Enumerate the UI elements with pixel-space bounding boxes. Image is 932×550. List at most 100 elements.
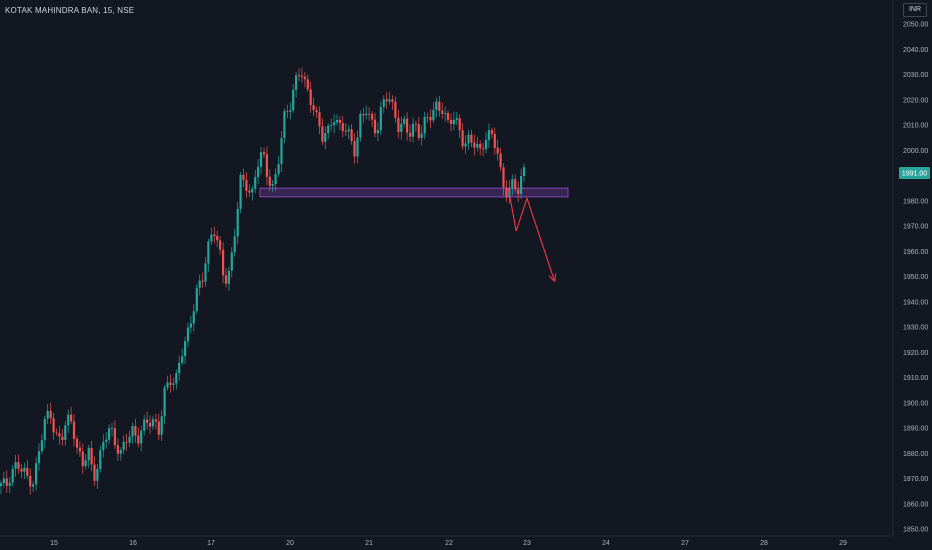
candle-body <box>306 79 309 90</box>
candle-body <box>163 387 166 417</box>
candle-body <box>222 249 225 276</box>
candle-body <box>40 440 43 452</box>
candle-body <box>108 428 111 440</box>
y-tick-label: 1880.00 <box>903 451 928 458</box>
candle-body <box>274 174 277 184</box>
projection-arrow[interactable] <box>507 188 556 282</box>
candle-body <box>0 483 3 487</box>
candle-body <box>321 126 324 142</box>
candle-body <box>406 118 409 133</box>
candle-body <box>17 462 20 469</box>
candle-body <box>362 114 365 116</box>
candle-body <box>201 280 204 282</box>
candle-body <box>330 125 333 126</box>
y-tick-label: 1960.00 <box>903 249 928 256</box>
candle-body <box>490 130 493 134</box>
candle-body <box>102 441 105 451</box>
candle-body <box>105 439 108 442</box>
candle-body <box>289 110 292 112</box>
x-tick-label: 22 <box>445 540 453 547</box>
candle-body <box>476 144 479 148</box>
candle-body <box>35 463 38 485</box>
candle-body <box>283 111 286 138</box>
candle-body <box>131 426 134 437</box>
candle-body <box>461 130 464 147</box>
candle-body <box>210 234 213 242</box>
candle-body <box>195 287 198 312</box>
candle-body <box>277 164 280 174</box>
candle-body <box>458 118 461 131</box>
candle-body <box>11 468 14 483</box>
candle-body <box>315 110 318 113</box>
arrow-head <box>554 273 557 282</box>
y-tick-label: 2030.00 <box>903 72 928 79</box>
candle-body <box>312 105 315 111</box>
candle-body <box>435 101 438 110</box>
y-tick-label: 1950.00 <box>903 274 928 281</box>
candle-body <box>251 188 254 193</box>
candle-body <box>216 236 219 241</box>
candle-body <box>482 148 485 150</box>
candle-body <box>493 134 496 148</box>
candle-body <box>245 180 248 191</box>
x-tick-label: 17 <box>207 540 215 547</box>
candle-body <box>484 139 488 150</box>
support-zone[interactable] <box>259 187 569 198</box>
y-tick-label: 2000.00 <box>903 148 928 155</box>
candle-body <box>230 252 233 271</box>
candle-body <box>265 154 268 177</box>
time-axis[interactable]: 15 16 17 20 21 22 23 24 27 28 29 <box>50 540 847 547</box>
candle-body <box>207 241 210 264</box>
candle-body <box>382 99 385 107</box>
candle-body <box>192 311 195 324</box>
candle-body <box>350 129 353 141</box>
candle-body <box>444 113 447 114</box>
candle-body <box>61 436 64 440</box>
candle-body <box>78 447 81 452</box>
candle-body <box>373 119 377 134</box>
candle-body <box>233 236 236 253</box>
y-tick-label: 1980.00 <box>903 198 928 205</box>
y-tick-label: 1850.00 <box>903 527 928 534</box>
candle-body <box>409 132 412 137</box>
candle-body <box>70 414 73 422</box>
candle-body <box>160 416 163 435</box>
candle-body <box>365 113 368 116</box>
candle-body <box>175 373 178 384</box>
candle-body <box>134 426 137 436</box>
candle-body <box>511 179 514 188</box>
y-tick-label: 1900.00 <box>903 400 928 407</box>
candle-body <box>58 433 61 437</box>
candle-body <box>429 117 432 121</box>
candle-body <box>239 174 242 209</box>
candle-body <box>184 341 187 357</box>
candle-body <box>116 445 119 454</box>
candle-body <box>353 141 356 157</box>
x-tick-label: 28 <box>760 540 768 547</box>
candle-body <box>29 475 32 487</box>
candle-body <box>438 101 441 111</box>
candle-body <box>318 112 321 127</box>
candle-body <box>295 75 298 90</box>
candle-body <box>8 482 11 486</box>
candle-body <box>359 114 362 138</box>
candle-body <box>473 142 476 148</box>
candle-body <box>452 119 455 124</box>
candle-body <box>198 280 201 288</box>
candle-body <box>394 101 397 118</box>
y-tick-label: 2010.00 <box>903 123 928 130</box>
x-tick-label: 24 <box>602 540 610 547</box>
candle-body <box>67 414 70 426</box>
candle-body <box>181 356 184 363</box>
currency-button[interactable]: INR <box>903 3 927 17</box>
candle-body <box>166 382 169 388</box>
y-tick-label: 1940.00 <box>903 299 928 306</box>
candle-body <box>335 120 339 123</box>
candle-body <box>37 451 41 464</box>
candle-body <box>87 447 90 461</box>
price-axis[interactable]: 1850.00 1860.00 1870.00 1880.00 1890.00 1900.… <box>903 22 928 534</box>
candle-body <box>517 189 520 194</box>
candle-body <box>414 123 417 125</box>
